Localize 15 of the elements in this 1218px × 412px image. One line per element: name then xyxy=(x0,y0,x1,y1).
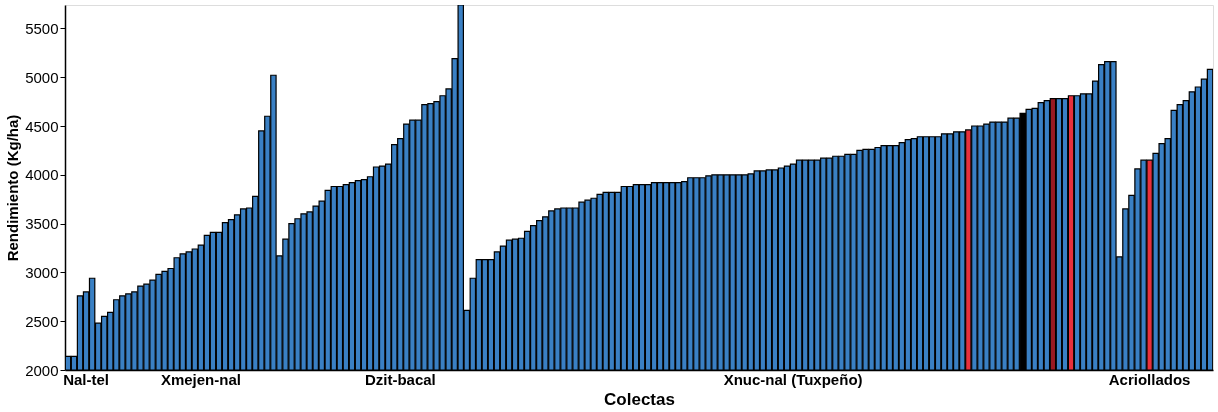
y-tick-label: 5500 xyxy=(25,19,59,37)
x-tick-label: Xmejen-nal xyxy=(160,370,241,388)
y-tick-label: 2000 xyxy=(25,361,59,379)
x-tick-label: Nal-tel xyxy=(63,370,110,388)
y-tick-label: 3500 xyxy=(25,215,59,233)
y-tick-label: 2500 xyxy=(25,312,59,330)
y-tick-label: 5000 xyxy=(25,68,59,86)
x-axis-title: Colectas xyxy=(604,389,675,409)
y-tick-label: 4500 xyxy=(25,117,59,135)
y-tick-label: 3000 xyxy=(25,263,59,281)
y-axis-title: Rendimiento (Kg/ha) xyxy=(4,114,22,262)
x-tick-label: Dzit-bacal xyxy=(364,370,436,388)
x-tick-label: Xnuc-nal (Tuxpeño) xyxy=(723,370,863,388)
x-tick-label: Acriollados xyxy=(1108,370,1191,388)
y-tick-label: 4000 xyxy=(25,166,59,184)
